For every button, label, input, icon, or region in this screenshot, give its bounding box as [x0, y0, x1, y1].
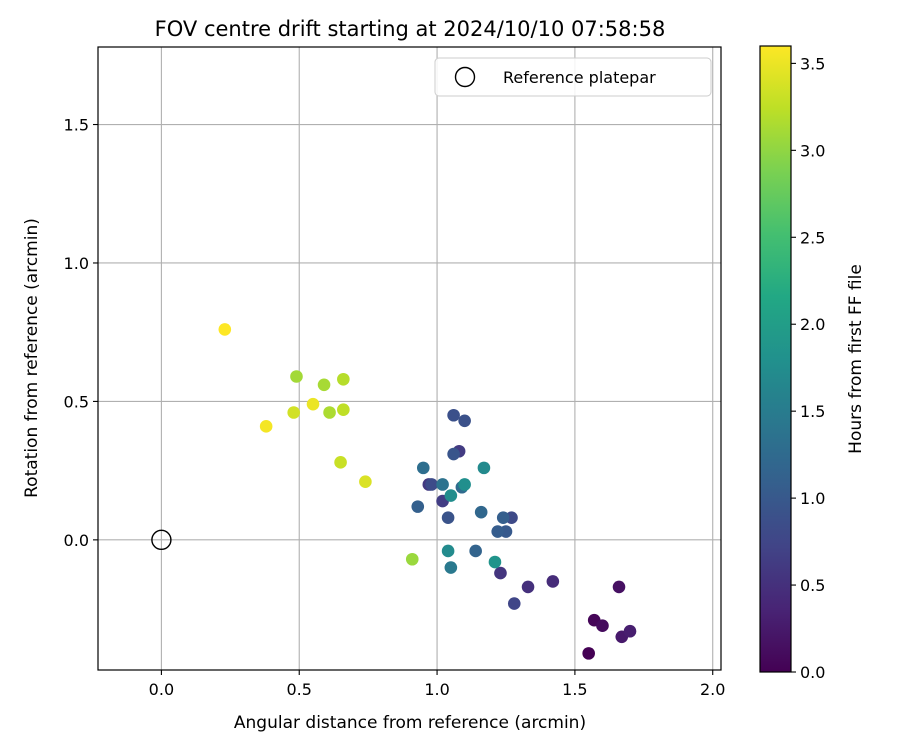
data-point — [359, 475, 372, 489]
x-axis-ticks: 0.0 0.5 1.0 1.5 2.0 — [149, 670, 725, 699]
colorbar: 0.0 0.5 1.0 1.5 2.0 2.5 3.0 3.5 Hours from firs… — [759, 45, 866, 682]
colorbar-label: Hours from first FF file — [846, 264, 866, 454]
data-point — [596, 619, 609, 632]
colorbar-tick-label: 1.5 — [800, 402, 825, 421]
data-point — [323, 406, 336, 419]
data-point — [494, 566, 507, 580]
colorbar-tick-label: 3.0 — [800, 141, 825, 160]
data-point — [447, 408, 460, 422]
y-axis-label: Rotation from reference (arcmin) — [22, 218, 42, 498]
chart-title: FOV centre drift starting at 2024/10/10 … — [155, 17, 666, 41]
colorbar-gradient — [759, 45, 792, 673]
data-point — [337, 403, 350, 417]
data-point — [458, 414, 471, 428]
data-point — [259, 420, 273, 433]
data-point — [405, 552, 419, 566]
data-points — [151, 323, 637, 660]
data-point — [287, 406, 301, 419]
data-point — [488, 555, 502, 569]
colorbar-tick-label: 0.0 — [800, 663, 825, 682]
colorbar-tick-label: 2.5 — [800, 228, 825, 247]
data-point — [306, 397, 320, 411]
colorbar-tick-label: 3.5 — [800, 54, 825, 73]
data-point — [521, 580, 535, 594]
x-tick-label: 0.0 — [149, 680, 174, 699]
colorbar-ticks: 0.0 0.5 1.0 1.5 2.0 2.5 3.0 3.5 — [791, 54, 825, 682]
data-point — [474, 505, 488, 519]
data-point — [507, 597, 521, 610]
data-point — [441, 511, 455, 525]
legend-box — [434, 57, 712, 97]
data-point — [582, 647, 595, 660]
data-point — [546, 575, 560, 588]
plot-grid — [98, 47, 721, 670]
x-axis-label: Angular distance from reference (arcmin) — [234, 713, 586, 733]
legend-marker-hollow-circle — [454, 66, 476, 88]
x-tick-label: 2.0 — [700, 680, 725, 699]
x-tick-label: 1.5 — [562, 680, 587, 699]
data-point — [411, 500, 425, 513]
y-tick-label: 0.5 — [64, 392, 89, 411]
data-point — [496, 511, 510, 525]
y-tick-label: 0.0 — [64, 531, 89, 550]
data-point — [436, 478, 449, 491]
data-point — [416, 461, 430, 475]
data-point — [447, 447, 460, 461]
y-tick-label: 1.5 — [64, 116, 89, 135]
data-point — [444, 561, 458, 574]
reference-platepar-marker — [151, 529, 172, 551]
data-point — [612, 580, 626, 594]
data-point — [290, 370, 303, 383]
data-point — [491, 525, 505, 538]
data-point — [334, 456, 347, 469]
data-point — [623, 624, 637, 638]
colorbar-tick-label: 2.0 — [800, 315, 825, 334]
legend: Reference platepar — [434, 57, 712, 97]
y-tick-label: 1.0 — [64, 254, 89, 273]
data-point — [337, 372, 350, 386]
data-point — [444, 489, 458, 502]
legend-entry-label: Reference platepar — [503, 68, 656, 87]
data-point — [317, 378, 331, 392]
data-point — [218, 323, 232, 336]
colorbar-tick-label: 0.5 — [800, 576, 825, 595]
y-axis-ticks: 0.0 0.5 1.0 1.5 — [64, 116, 98, 550]
data-point — [441, 544, 455, 558]
colorbar-tick-label: 1.0 — [800, 489, 825, 508]
data-point — [477, 461, 491, 475]
plot-frame — [97, 46, 722, 671]
x-tick-label: 1.0 — [424, 680, 449, 699]
data-point — [425, 478, 438, 491]
data-point — [458, 478, 471, 491]
data-point — [469, 544, 482, 558]
x-tick-label: 0.5 — [287, 680, 312, 699]
